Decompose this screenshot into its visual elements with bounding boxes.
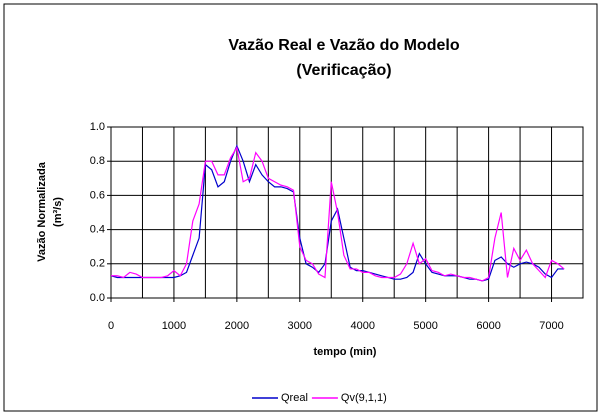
- x-tick-label: 3000: [288, 320, 312, 332]
- series-line: [110, 144, 565, 282]
- x-axis-label: tempo (min): [314, 346, 377, 358]
- y-tick-label: 0.0: [90, 292, 105, 304]
- y-tick-label: 0.2: [90, 258, 105, 270]
- plot-area: [110, 126, 584, 299]
- chart-title: Vazão Real e Vazão do Modelo: [228, 37, 459, 54]
- y-axis-label: Vazão Normalizada: [36, 161, 48, 262]
- legend-label: Qreal: [281, 392, 308, 404]
- x-tick-label: 7000: [539, 320, 563, 332]
- y-axis-unit: (m³/s): [52, 197, 64, 227]
- y-tick-label: 1.0: [90, 121, 105, 133]
- x-tick-label: 2000: [225, 320, 249, 332]
- y-tick-label: 0.4: [90, 224, 105, 236]
- x-tick-label: 5000: [413, 320, 437, 332]
- chart-subtitle: (Verificação): [296, 62, 391, 79]
- series-line: [111, 145, 565, 282]
- x-tick-label: 0: [108, 320, 114, 332]
- x-tick-label: 6000: [476, 320, 500, 332]
- legend-label: Qv(9,1,1): [341, 392, 387, 404]
- y-tick-label: 0.8: [90, 155, 105, 167]
- x-tick-label: 4000: [350, 320, 374, 332]
- x-tick-label: 1000: [162, 320, 186, 332]
- y-tick-label: 0.6: [90, 189, 105, 201]
